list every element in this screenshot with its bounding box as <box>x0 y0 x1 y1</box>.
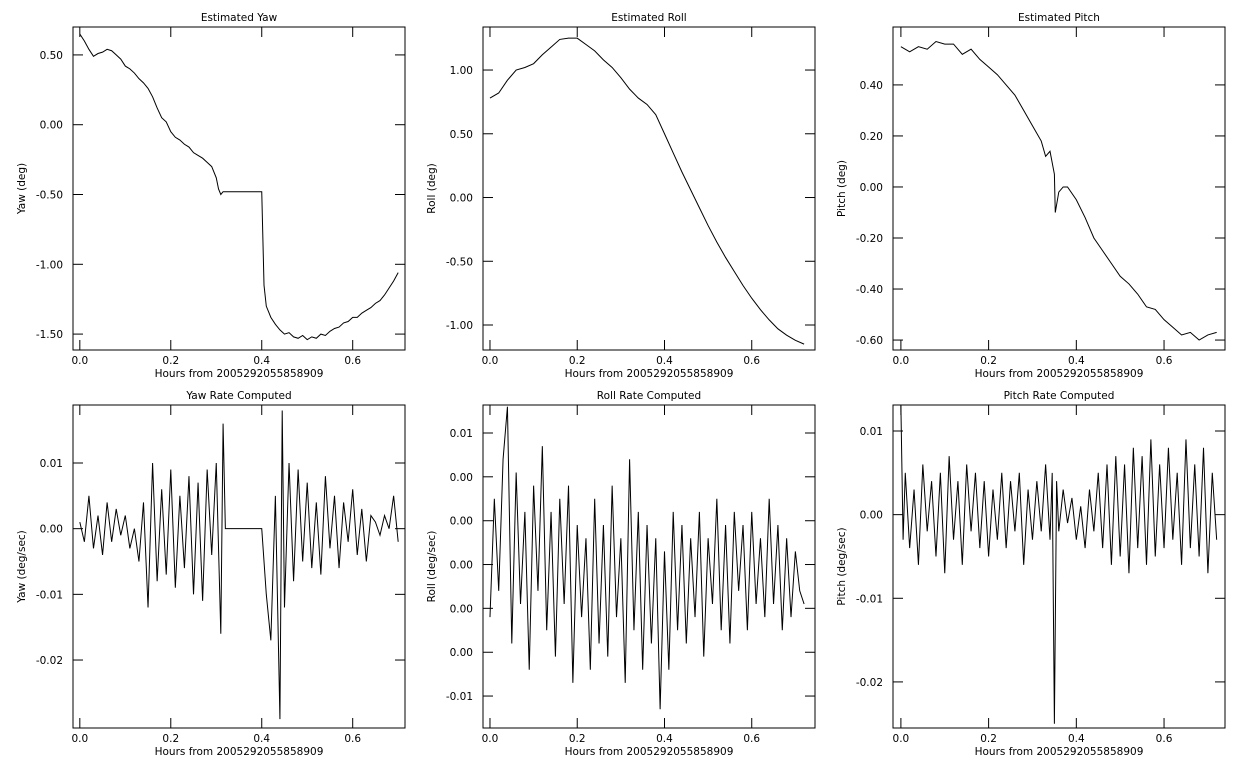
x-tick-label: 0.6 <box>344 733 361 745</box>
x-tick-label: 0.0 <box>482 355 499 367</box>
x-tick-label: 0.2 <box>980 355 997 367</box>
y-tick-label: 0.50 <box>40 50 63 62</box>
x-tick-label: 0.4 <box>656 355 673 367</box>
x-axis-label: Hours from 2005292055858909 <box>155 368 324 380</box>
y-tick-label: -0.50 <box>36 190 63 202</box>
plot-frame <box>482 404 816 729</box>
y-tick-label: -0.60 <box>856 335 883 347</box>
x-tick-label: 0.2 <box>162 355 179 367</box>
x-tick-label: 0.6 <box>743 733 760 745</box>
y-tick-label: -0.01 <box>856 593 883 605</box>
x-tick-label: 0.4 <box>656 733 673 745</box>
y-tick-label: -0.50 <box>446 256 473 268</box>
plot-frame <box>892 404 1226 729</box>
chart-title: Estimated Pitch <box>1018 12 1100 24</box>
x-axis-label: Hours from 2005292055858909 <box>565 368 734 380</box>
y-tick-label: 0.40 <box>860 80 883 92</box>
y-tick-label: -0.01 <box>446 691 473 703</box>
plot-frame <box>482 26 816 351</box>
x-tick-label: 0.4 <box>1068 355 1085 367</box>
chart-title: Yaw Rate Computed <box>185 390 291 402</box>
data-line <box>489 406 805 710</box>
y-tick-label: 0.20 <box>860 131 883 143</box>
y-axis-label: Yaw (deg/sec) <box>16 530 28 604</box>
y-tick-label: -0.01 <box>36 589 63 601</box>
y-axis-label: Roll (deg/sec) <box>426 531 438 603</box>
data-line <box>79 410 399 720</box>
plot-frame <box>72 26 406 351</box>
chart-title: Roll Rate Computed <box>597 390 701 402</box>
x-tick-label: 0.6 <box>1156 733 1173 745</box>
y-tick-label: 0.01 <box>860 426 883 438</box>
x-axis-label: Hours from 2005292055858909 <box>155 746 324 758</box>
y-tick-label: 0.01 <box>450 428 473 440</box>
y-tick-label: 0.00 <box>860 510 883 522</box>
y-tick-label: -0.20 <box>856 233 883 245</box>
x-tick-label: 0.4 <box>253 733 270 745</box>
y-tick-label: -0.02 <box>856 677 883 689</box>
y-tick-label: -1.00 <box>446 320 473 332</box>
x-tick-label: 0.4 <box>1068 733 1085 745</box>
y-tick-label: -1.00 <box>36 259 63 271</box>
x-axis-label: Hours from 2005292055858909 <box>975 746 1144 758</box>
y-axis-label: Pitch (deg/sec) <box>836 527 848 605</box>
y-tick-label: 1.00 <box>450 65 473 77</box>
x-tick-label: 0.4 <box>253 355 270 367</box>
y-tick-label: 0.00 <box>40 120 63 132</box>
data-line <box>79 33 399 341</box>
data-line <box>489 37 805 345</box>
y-tick-label: 0.50 <box>450 129 473 141</box>
x-tick-label: 0.0 <box>893 733 910 745</box>
x-tick-label: 0.2 <box>162 733 179 745</box>
y-tick-label: 0.00 <box>450 560 473 572</box>
x-tick-label: 0.2 <box>980 733 997 745</box>
y-tick-label: -0.02 <box>36 655 63 667</box>
x-tick-label: 0.2 <box>569 733 586 745</box>
y-tick-label: -1.50 <box>36 329 63 341</box>
chart-title: Pitch Rate Computed <box>1004 390 1115 402</box>
y-tick-label: 0.00 <box>40 524 63 536</box>
y-tick-label: 0.00 <box>860 182 883 194</box>
x-tick-label: 0.2 <box>569 355 586 367</box>
y-tick-label: 0.00 <box>450 603 473 615</box>
x-tick-label: 0.0 <box>71 355 88 367</box>
plot-frame <box>72 404 406 729</box>
x-tick-label: 0.0 <box>71 733 88 745</box>
y-axis-label: Roll (deg) <box>426 163 438 213</box>
x-tick-label: 0.0 <box>893 355 910 367</box>
y-tick-label: 0.00 <box>450 193 473 205</box>
y-axis-label: Pitch (deg) <box>836 160 848 217</box>
chart-title: Estimated Yaw <box>201 12 278 24</box>
y-tick-label: 0.00 <box>450 647 473 659</box>
x-tick-label: 0.6 <box>1156 355 1173 367</box>
plot-frame <box>892 26 1226 351</box>
data-line <box>900 405 1218 724</box>
x-axis-label: Hours from 2005292055858909 <box>565 746 734 758</box>
x-axis-label: Hours from 2005292055858909 <box>975 368 1144 380</box>
x-tick-label: 0.6 <box>344 355 361 367</box>
data-line <box>900 40 1217 341</box>
y-axis-label: Yaw (deg) <box>16 163 28 215</box>
x-tick-label: 0.6 <box>743 355 760 367</box>
x-tick-label: 0.0 <box>482 733 499 745</box>
y-tick-label: 0.00 <box>450 516 473 528</box>
y-tick-label: 0.00 <box>450 472 473 484</box>
y-tick-label: -0.40 <box>856 284 883 296</box>
y-tick-label: 0.01 <box>40 458 63 470</box>
chart-title: Estimated Roll <box>611 12 686 24</box>
